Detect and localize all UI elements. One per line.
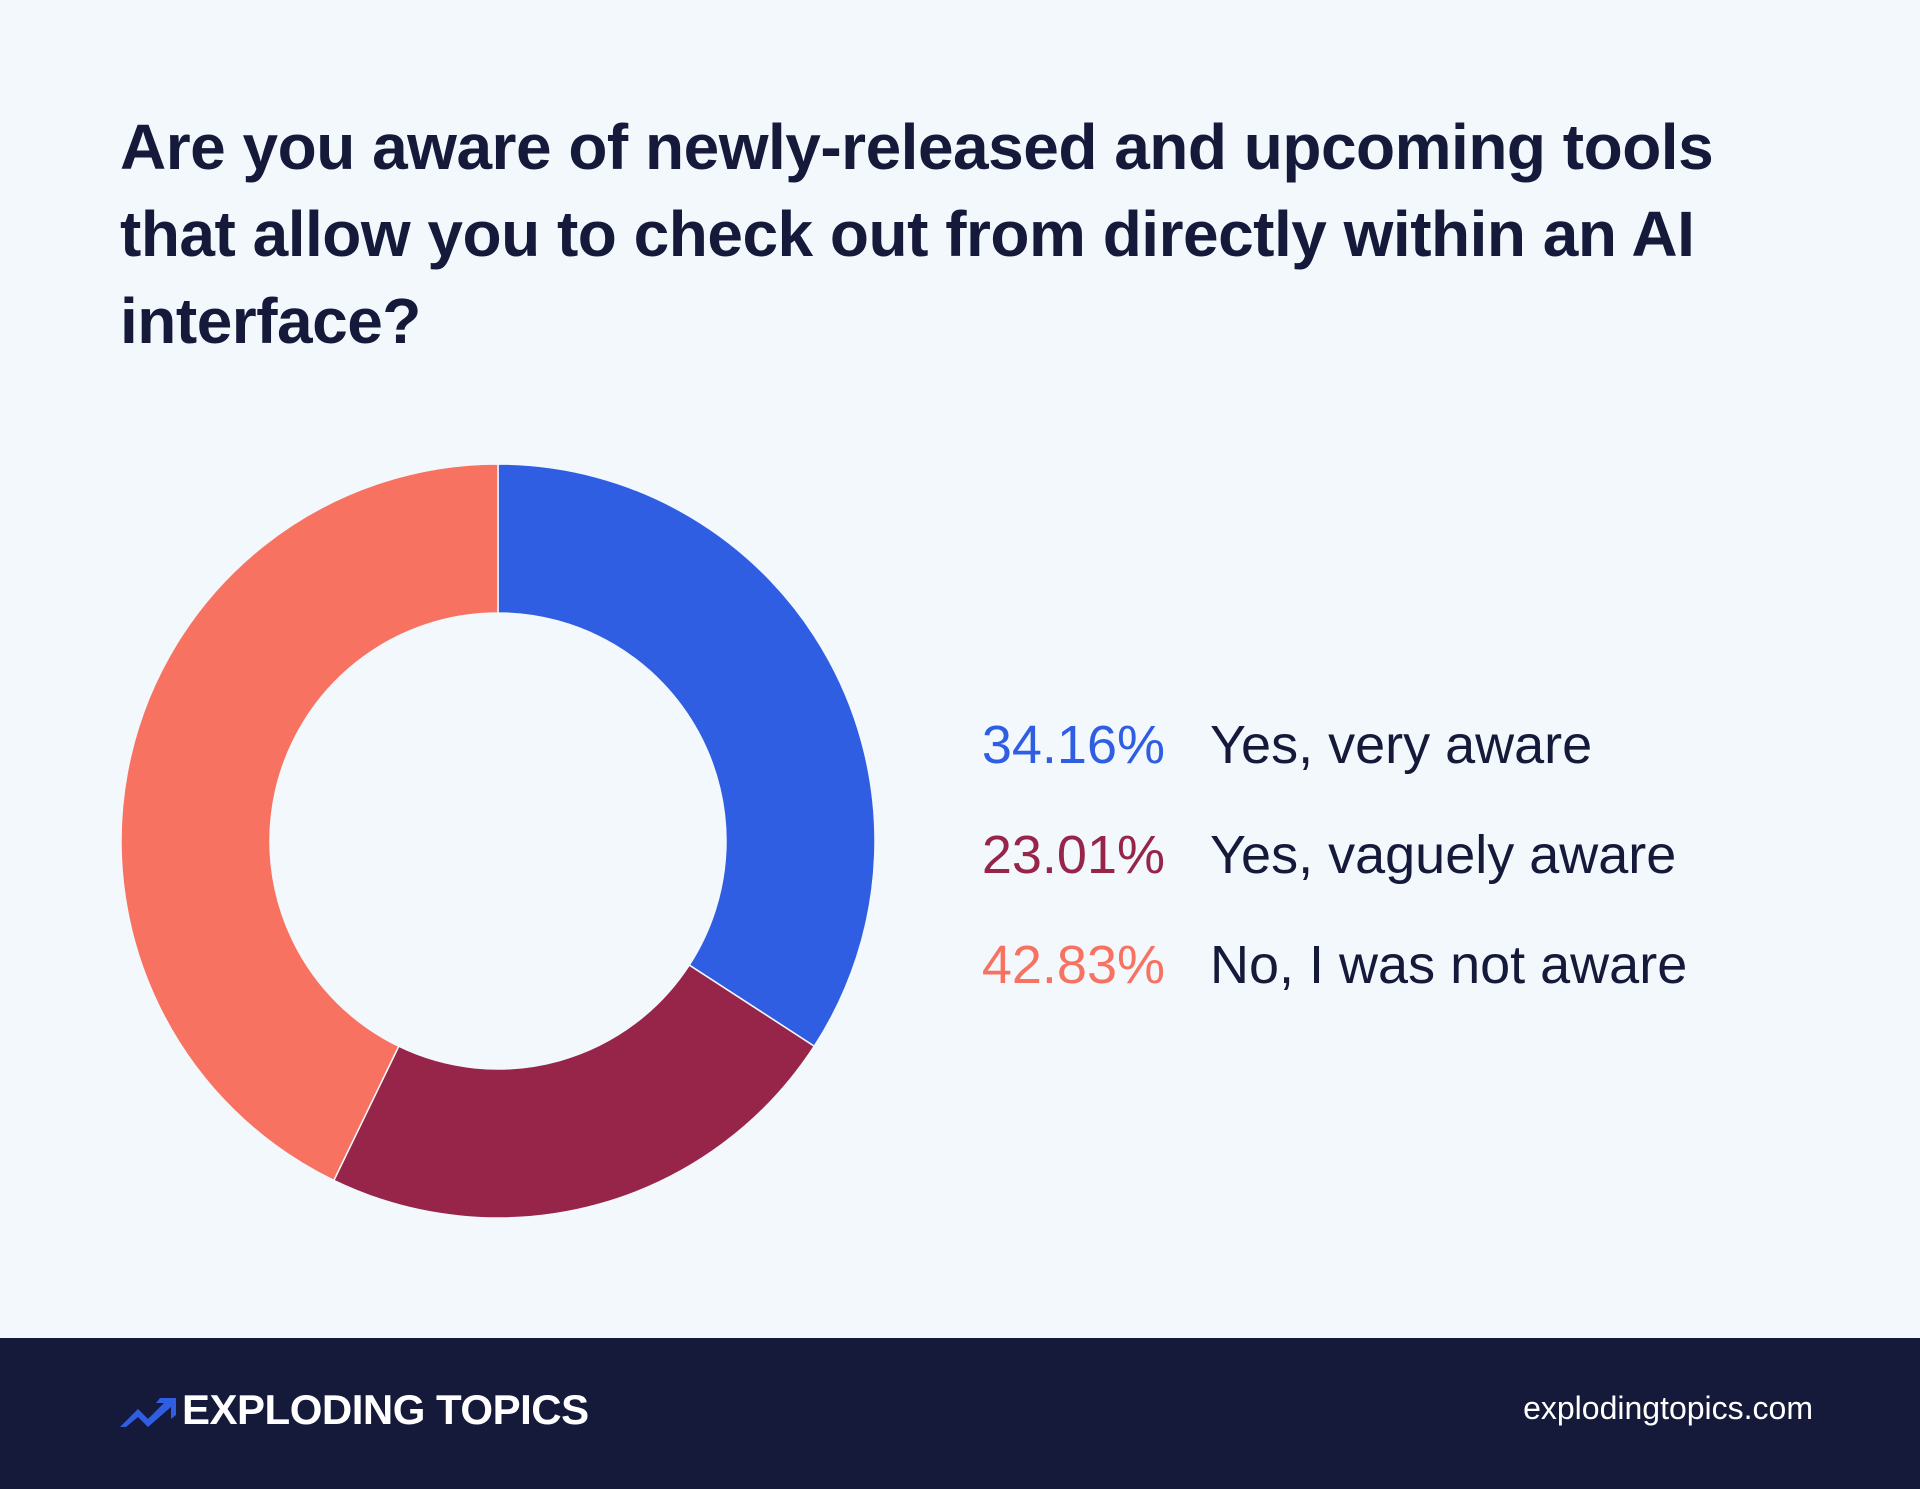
footer: EXPLODING TOPICS explodingtopics.com <box>0 1338 1920 1489</box>
legend-label: Yes, very aware <box>1210 715 1593 775</box>
brand-logo[interactable]: EXPLODING TOPICS <box>120 1386 589 1434</box>
brand-name: EXPLODING TOPICS <box>182 1386 589 1433</box>
legend-percentage: 34.16% <box>981 715 1165 775</box>
legend-label: Yes, vaguely aware <box>1210 825 1677 885</box>
legend-percentage: 23.01% <box>981 825 1165 885</box>
site-url[interactable]: explodingtopics.com <box>1523 1390 1813 1426</box>
donut-slice <box>120 463 499 1182</box>
legend-item: 42.83% No, I was not aware <box>940 910 1687 1020</box>
chart-title: Are you aware of newly-released and upco… <box>120 111 1714 357</box>
legend-percentage: 42.83% <box>981 935 1165 995</box>
legend-item: 23.01% Yes, vaguely aware <box>940 800 1687 910</box>
donut-chart <box>120 463 876 1219</box>
legend: 34.16% Yes, very aware 23.01% Yes, vague… <box>940 690 1687 1020</box>
donut-slice <box>332 964 816 1219</box>
donut-slice <box>497 463 876 1048</box>
legend-item: 34.16% Yes, very aware <box>940 690 1687 800</box>
legend-label: No, I was not aware <box>1210 935 1688 995</box>
trend-arrow-icon <box>120 1398 176 1427</box>
